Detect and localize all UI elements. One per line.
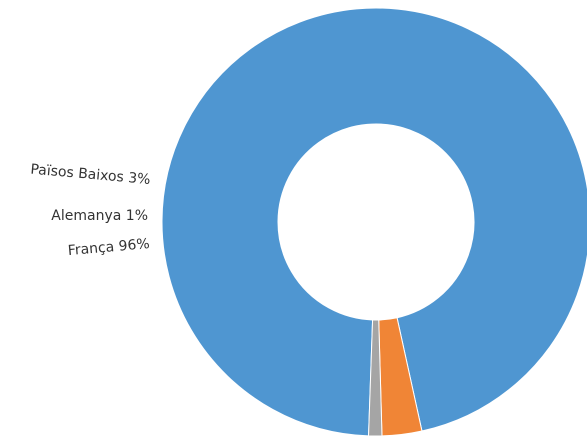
slice-franca bbox=[161, 7, 587, 437]
slice-label-paisos-baixos: Països Baixos 3% bbox=[30, 162, 151, 188]
slice-labels: Països Baixos 3% Alemanya 1% França 96% bbox=[30, 162, 151, 260]
slice-alemanya bbox=[368, 319, 383, 437]
slice-label-alemanya: Alemanya 1% bbox=[51, 208, 148, 224]
donut-slices bbox=[161, 7, 587, 437]
slice-label-franca: França 96% bbox=[67, 236, 150, 259]
